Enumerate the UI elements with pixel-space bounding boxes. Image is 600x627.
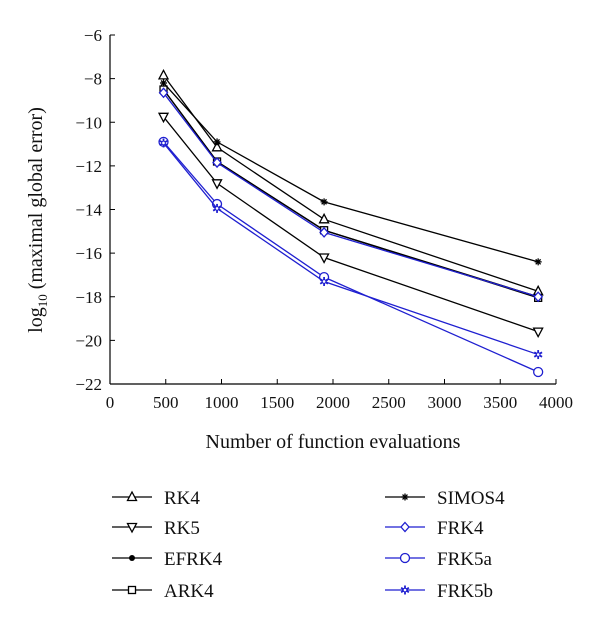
data-point [158,87,169,99]
legend-marker [129,555,135,561]
y-tick-label: −12 [75,157,102,176]
series-line [162,89,539,298]
data-point [319,226,329,238]
y-tick-label: −18 [75,288,102,307]
series-line [162,74,539,292]
legend-marker [401,493,409,501]
y-axis-title-rest: (maximal global error) [25,107,47,294]
legend-item-simos4: SIMOS4 [385,488,505,509]
data-point [160,79,168,87]
y-axis-title-main: log [25,307,47,333]
legend-label: SIMOS4 [437,488,505,509]
y-axis-title: log10 (maximal global error) [25,107,50,333]
y-tick-label: −14 [75,201,102,220]
legend-item-efrk4: EFRK4 [112,549,223,570]
data-point [533,350,543,360]
legend-marker [126,522,138,534]
data-point [212,203,222,213]
series-frk4 [158,87,544,303]
series-rk4 [157,68,544,296]
legend-label: FRK5b [437,581,493,602]
legend-marker [400,585,410,595]
x-tick-label: 1500 [260,393,294,412]
y-axis-title-subscript: 10 [35,294,50,307]
y-tick-label: −16 [75,244,102,263]
series-layer [157,68,544,378]
data-point [532,327,544,339]
data-point [213,138,221,146]
legend-label: EFRK4 [164,549,223,570]
legend-item-frk5b: FRK5b [385,581,493,602]
series-simos4 [160,79,542,266]
x-tick-label: 1000 [205,393,239,412]
series-line [163,116,539,333]
legend-label: RK4 [164,488,200,509]
series-ark4 [159,85,543,302]
y-tick-label: −10 [75,113,102,132]
legend-item-rk5: RK5 [112,518,200,539]
x-tick-label: 2000 [316,393,350,412]
legend-label: FRK5a [437,549,492,570]
x-tick-label: 0 [106,393,115,412]
x-tick-label: 500 [153,393,179,412]
legend-item-frk4: FRK4 [385,518,484,539]
data-point [534,258,542,266]
data-point [157,68,170,80]
legend-label: FRK4 [437,518,484,539]
data-point [157,112,170,124]
data-point [159,138,168,148]
y-tick-label: −6 [84,26,102,45]
legend-item-ark4: ARK4 [112,581,214,602]
series-line [163,82,539,263]
series-frk5a [158,136,544,378]
legend-marker [127,585,137,595]
data-point [212,157,222,169]
x-tick-label: 3000 [428,393,462,412]
legend-marker [400,521,410,533]
axes: −6 −8 −10 −12 −14 −16 −18 −20 −220 500 1000 1500 200… [75,26,573,412]
series-frk5b [159,138,543,360]
x-tick-label: 3500 [483,393,517,412]
data-point [533,366,544,378]
data-point [533,291,544,303]
legend-marker [399,552,411,564]
series-line [163,142,539,356]
data-point [211,140,223,152]
x-tick-label: 4000 [539,393,573,412]
y-tick-label: −22 [75,375,102,394]
x-axis-title: Number of function evaluations [206,431,461,453]
y-tick-label: −8 [84,70,102,89]
data-point [318,253,330,264]
data-point [319,276,329,286]
y-tick-label: −20 [75,331,102,350]
x-tick-label: 2500 [372,393,406,412]
legend-marker [126,490,138,502]
series-rk5 [157,112,544,339]
series-line [163,141,539,373]
series-efrk4 [160,86,542,300]
legend-label: RK5 [164,518,200,539]
legend-label: ARK4 [164,581,214,602]
series-line [163,92,539,298]
legend-item-frk5a: FRK5a [385,549,492,570]
data-point [320,198,328,206]
data-point [318,212,330,224]
data-point [211,179,223,190]
legend-item-rk4: RK4 [112,488,200,509]
legend: RK4 RK5 EFRK4 ARK4 SIMOS4 FRK4 FRK5a FRK5b [112,488,505,602]
